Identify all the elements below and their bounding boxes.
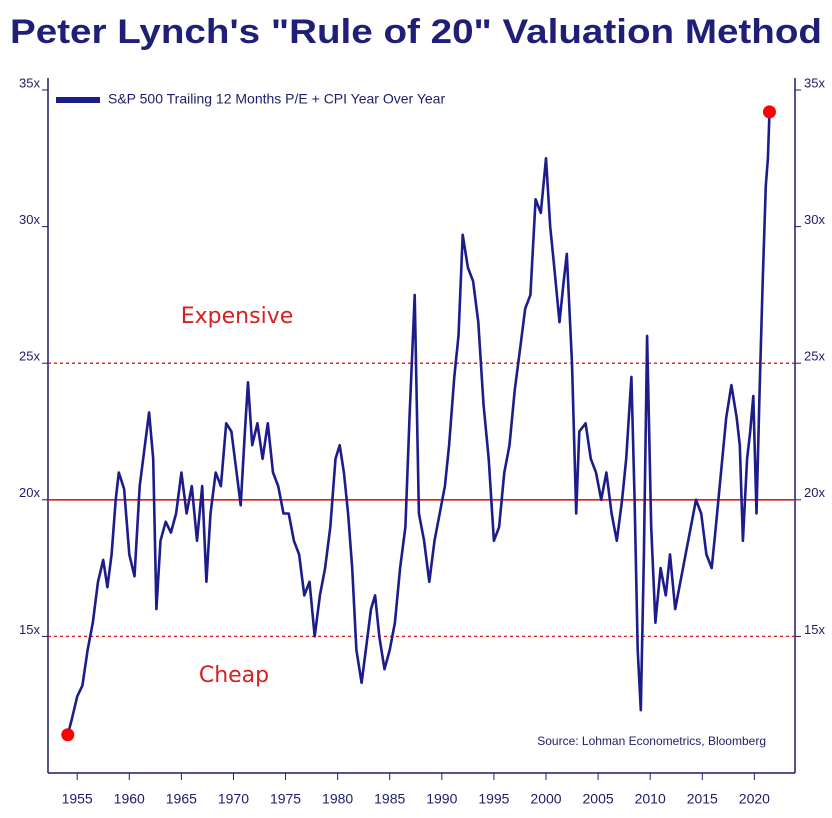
annotation: Cheap [199, 663, 269, 688]
annotation: Expensive [181, 304, 294, 329]
y2-tick-label: 35x [804, 75, 825, 90]
endpoint-marker [762, 105, 776, 119]
x-tick-label: 2005 [583, 791, 614, 807]
x-tick-label: 1965 [166, 791, 197, 807]
y-tick-label: 15x [19, 622, 40, 637]
series-line [66, 111, 771, 736]
x-tick-label: 1970 [218, 791, 249, 807]
y2-tick-label: 20x [804, 485, 825, 500]
x-tick-label: 1990 [426, 791, 457, 807]
endpoint-marker [61, 728, 75, 742]
x-tick-label: 1975 [270, 791, 301, 807]
y-tick-label: 35x [19, 75, 40, 90]
x-tick-label: 2010 [635, 791, 666, 807]
x-tick-label: 2000 [530, 791, 561, 807]
x-tick-label: 2015 [687, 791, 718, 807]
x-tick-label: 1980 [322, 791, 353, 807]
y-tick-label: 25x [19, 349, 40, 364]
x-tick-label: 1960 [114, 791, 145, 807]
source: Source: Lohman Econometrics, Bloomberg [537, 734, 766, 748]
legend-label: S&P 500 Trailing 12 Months P/E + CPI Yea… [108, 91, 445, 107]
y2-tick-label: 15x [804, 622, 825, 637]
x-tick-label: 1995 [478, 791, 509, 807]
y-tick-label: 20x [19, 485, 40, 500]
chart-title: Peter Lynch's "Rule of 20" Valuation Met… [10, 13, 822, 51]
x-tick-label: 1955 [62, 791, 93, 807]
x-tick-label: 1985 [374, 791, 405, 807]
y2-tick-label: 30x [804, 212, 825, 227]
y-tick-label: 30x [19, 212, 40, 227]
y2-tick-label: 25x [804, 349, 825, 364]
x-tick-label: 2020 [739, 791, 770, 807]
